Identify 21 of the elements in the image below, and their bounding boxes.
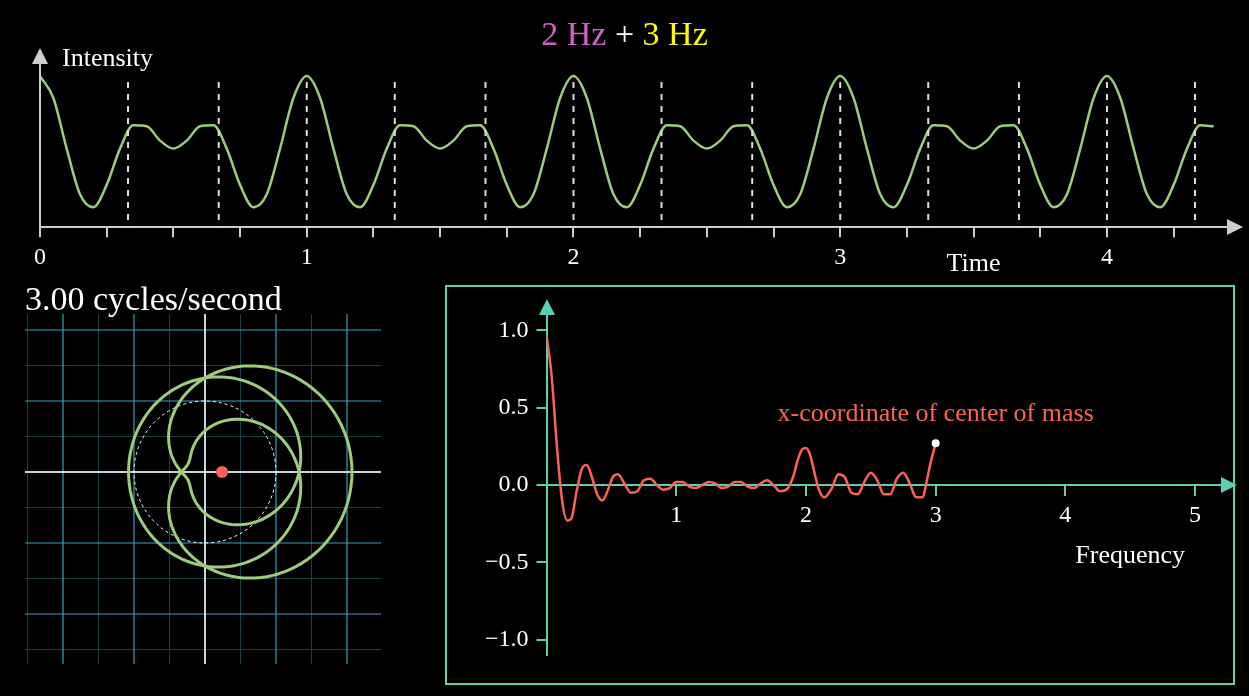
x-tick-label: 3 bbox=[834, 242, 847, 269]
x-tick-label: 5 bbox=[1189, 500, 1202, 527]
y-tick-label: −1.0 bbox=[484, 624, 529, 651]
y-tick-label: −0.5 bbox=[484, 547, 529, 574]
x-tick-label: 1 bbox=[670, 500, 683, 527]
x-tick-label: 1 bbox=[300, 242, 313, 269]
x-tick-label: 4 bbox=[1100, 242, 1113, 269]
x-axis-title: Frequency bbox=[1075, 540, 1186, 569]
x-tick-label: 2 bbox=[567, 242, 580, 269]
x-tick-label: 0 bbox=[34, 242, 46, 269]
text: 3.00 cycles/second bbox=[25, 280, 282, 318]
x-tick-label: 2 bbox=[799, 500, 812, 527]
chart-title: 2 Hz + 3 Hz bbox=[541, 15, 708, 52]
x-tick-label: 3 bbox=[929, 500, 942, 527]
x-axis-title: Time bbox=[946, 248, 1001, 278]
annotation: x-coordinate of center of mass bbox=[777, 398, 1094, 428]
x-tick-label: 4 bbox=[1059, 500, 1072, 527]
y-axis-title: Intensity bbox=[62, 43, 153, 72]
y-tick-label: 1.0 bbox=[498, 315, 529, 342]
y-tick-label: 0.5 bbox=[498, 393, 529, 420]
y-tick-label: 0.0 bbox=[498, 470, 529, 497]
